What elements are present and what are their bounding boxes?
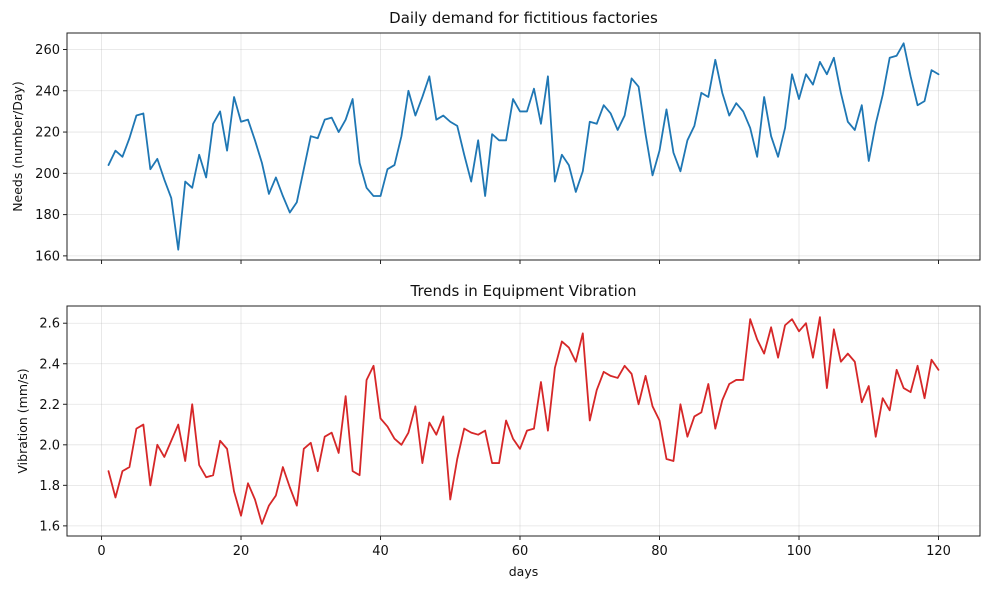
vibration-chart-panel: Trends in Equipment Vibration 0 20 40 60 80 1…	[15, 282, 981, 579]
vibration-chart-ytick-label: 1.6	[39, 519, 60, 534]
vibration-chart-ticks: 0 20 40 60 80 100 120 1.6 1.8 2.0 2.2 2.4 2.6	[39, 317, 951, 559]
vibration-chart-ytick-label: 1.8	[39, 479, 60, 494]
demand-chart-panel: Daily demand for fictitious factories 16…	[10, 9, 981, 264]
demand-chart-series-layer	[107, 42, 940, 251]
demand-chart-series-line	[107, 42, 940, 251]
vibration-chart-xtick-label: 0	[97, 544, 105, 559]
demand-chart-frame	[66, 32, 981, 261]
demand-chart-ytick-label: 200	[35, 167, 60, 182]
vibration-chart-ytick-label: 2.4	[39, 357, 60, 372]
vibration-chart-series-line	[107, 316, 940, 525]
demand-chart-ytick-label: 180	[35, 208, 60, 223]
vibration-chart-xlabel: days	[509, 564, 539, 579]
vibration-chart-ylabel: Vibration (mm/s)	[15, 368, 30, 473]
vibration-chart-ytick-label: 2.6	[39, 317, 60, 332]
demand-chart-ylabel: Needs (number/Day)	[10, 81, 25, 212]
demand-chart-ytick-label: 240	[35, 84, 60, 99]
demand-chart-title: Daily demand for fictitious factories	[389, 9, 658, 27]
demand-chart-grid	[67, 33, 980, 260]
vibration-chart-ytick-label: 2.2	[39, 398, 60, 413]
demand-chart-ytick-label: 160	[35, 249, 60, 264]
vibration-chart-ytick-label: 2.0	[39, 438, 60, 453]
vibration-chart-title: Trends in Equipment Vibration	[410, 282, 637, 300]
vibration-chart-series-layer	[107, 316, 940, 525]
vibration-chart-xtick-label: 20	[233, 544, 250, 559]
vibration-chart-xtick-label: 40	[372, 544, 389, 559]
vibration-chart-xtick-label: 100	[787, 544, 812, 559]
demand-chart-ticks: 160 180 200 220 240 260	[35, 43, 939, 264]
vibration-chart-grid	[67, 306, 980, 536]
vibration-chart-xtick-label: 120	[926, 544, 951, 559]
vibration-chart-xtick-label: 60	[512, 544, 529, 559]
vibration-chart-frame	[66, 305, 981, 537]
demand-chart-ytick-label: 220	[35, 126, 60, 141]
vibration-chart-xtick-label: 80	[651, 544, 668, 559]
demand-chart-ytick-label: 260	[35, 43, 60, 58]
